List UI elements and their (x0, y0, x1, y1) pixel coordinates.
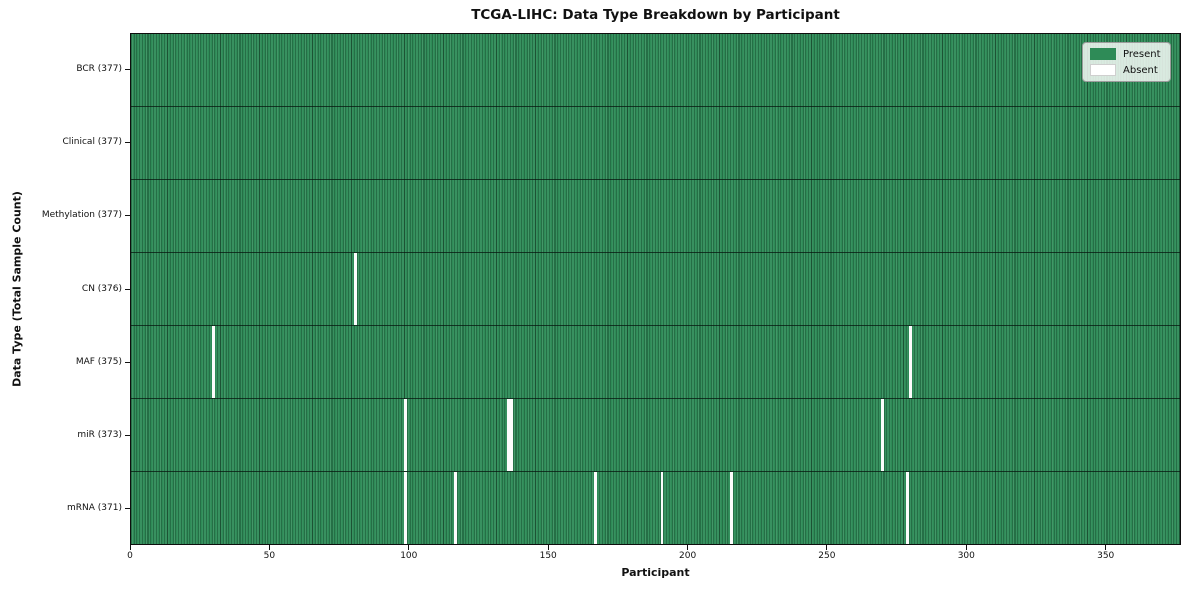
heatmap-row-miR (131, 398, 1180, 471)
x-axis-tick-label: 100 (400, 551, 418, 561)
x-axis-tick-label: 250 (818, 551, 836, 561)
heatmap-row-BCR (131, 34, 1180, 106)
legend: Present Absent (1082, 42, 1171, 82)
x-axis-tick (408, 545, 410, 550)
y-axis-tick (125, 215, 130, 217)
x-axis-tick-label: 300 (957, 551, 975, 561)
absent-bar (404, 399, 407, 471)
y-axis-tick (125, 142, 130, 144)
heatmap-row-MAF (131, 325, 1180, 398)
absent-bar (354, 253, 357, 325)
y-axis-tick (125, 288, 130, 290)
x-axis-tick (1105, 545, 1107, 550)
absent-bar (880, 399, 884, 471)
x-axis-tick-label: 350 (1097, 551, 1115, 561)
heatmap-row-CN (131, 252, 1180, 325)
x-axis-tick (687, 545, 689, 550)
legend-present-label: Present (1123, 48, 1161, 60)
y-axis-tick (125, 361, 130, 363)
plot-area (130, 33, 1181, 545)
y-axis-tick-label: CN (376) (81, 283, 122, 294)
y-axis-tick-label: miR (373) (77, 429, 122, 440)
heatmap-row-mRNA (131, 471, 1180, 544)
heatmap-row-Methylation (131, 179, 1180, 252)
absent-bar (211, 326, 215, 398)
x-axis-tick (268, 545, 270, 550)
x-axis-tick (965, 545, 967, 550)
heatmap-row-Clinical (131, 106, 1180, 179)
x-axis-tick-label: 150 (539, 551, 557, 561)
absent-bar (908, 326, 912, 398)
x-axis-tick (129, 545, 131, 550)
absent-bar (660, 472, 664, 544)
y-axis-tick-label: Clinical (377) (62, 137, 122, 148)
y-axis-tick-label: mRNA (371) (67, 502, 122, 513)
absent-bar (593, 472, 597, 544)
y-axis-tick-label: BCR (377) (76, 64, 122, 75)
x-axis-tick (826, 545, 828, 550)
y-axis-title: Data Type (Total Sample Count) (10, 191, 24, 387)
y-axis-tick (125, 434, 130, 436)
legend-item-present: Present (1090, 48, 1161, 60)
x-axis-tick-label: 200 (679, 551, 697, 561)
absent-bar (510, 399, 513, 471)
heatmap-rows (131, 34, 1180, 544)
absent-bar (454, 472, 458, 544)
x-axis-title: Participant (621, 566, 690, 579)
legend-item-absent: Absent (1090, 64, 1161, 76)
absent-bar (730, 472, 734, 544)
x-axis-tick-label: 0 (127, 551, 133, 561)
y-axis-tick (125, 69, 130, 71)
chart-title: TCGA-LIHC: Data Type Breakdown by Partic… (471, 7, 840, 23)
x-axis-tick-label: 50 (263, 551, 276, 561)
y-axis-tick-label: Methylation (377) (41, 210, 122, 221)
absent-bar (404, 472, 407, 544)
absent-swatch-icon (1090, 64, 1116, 76)
y-axis-tick (125, 507, 130, 509)
x-axis-tick (547, 545, 549, 550)
legend-absent-label: Absent (1123, 64, 1158, 76)
y-axis-tick-label: MAF (375) (75, 356, 122, 367)
absent-bar (507, 399, 511, 471)
absent-bar (906, 472, 909, 544)
present-swatch-icon (1090, 48, 1116, 60)
